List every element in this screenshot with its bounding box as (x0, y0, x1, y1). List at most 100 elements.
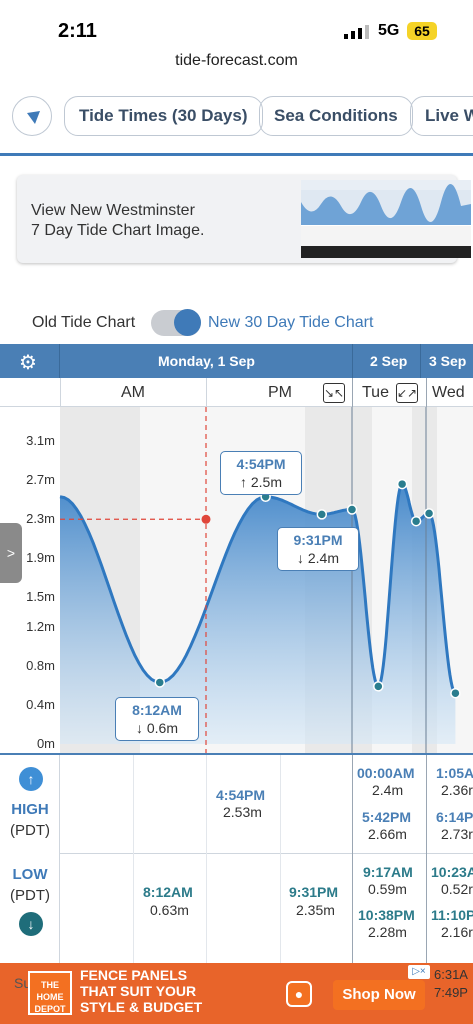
high-label-box: 4:54PM ↑ 2.5m (220, 451, 302, 495)
side-expand-tab[interactable]: > (0, 523, 22, 583)
chart-header (0, 344, 473, 378)
low-label: LOW (12, 866, 48, 883)
divider (426, 755, 427, 963)
expand-button[interactable]: ↙↗ (396, 383, 418, 403)
chart-image-line1: View New Westminster (31, 202, 195, 219)
mon-low-height-1: 0.63m (150, 902, 189, 918)
location-button[interactable] (12, 96, 52, 136)
day-header-tue: 2 Sep (370, 353, 408, 369)
ad-underlay-r1: 6:31A (434, 967, 468, 982)
divider (352, 378, 353, 407)
wed-low-height-2: 2.16r (441, 924, 473, 940)
y-tick-label: 2.3m (26, 511, 55, 527)
settings-cell[interactable]: ⚙ (0, 344, 60, 378)
tue-high-time-2: 5:42PM (362, 809, 412, 825)
divider (206, 755, 207, 963)
divider (352, 755, 353, 963)
up-arrow-icon: ↑ (239, 474, 247, 490)
nav-row: Tide Times (30 Days) Sea Conditions Live… (0, 82, 473, 156)
ad-line1: FENCE PANELS (80, 967, 188, 983)
new-chart-label[interactable]: New 30 Day Tide Chart (208, 314, 374, 331)
wed-high-time-2: 6:14P (436, 809, 473, 825)
wed-low-time-2: 11:10P (431, 907, 473, 923)
wed-low-time-1: 10:23A (431, 864, 473, 880)
tide-table (0, 753, 473, 963)
pm-label: PM (268, 384, 292, 401)
high-tz: (PDT) (10, 822, 50, 839)
divider (133, 755, 134, 963)
tab-live[interactable]: Live W (410, 96, 473, 136)
divider (60, 853, 473, 854)
battery-indicator: 65 (407, 22, 437, 40)
wed-label: Wed (432, 384, 465, 401)
chart-image-line2: 7 Day Tide Chart Image. (31, 222, 205, 239)
wed-low-height-1: 0.52r (441, 881, 473, 897)
y-tick-label: 1.5m (26, 589, 55, 605)
ad-line3: STYLE & BUDGET (80, 999, 203, 1015)
day-header-wed: 3 Sep (429, 353, 467, 369)
label-height: ↑ 2.5m (221, 473, 301, 491)
label-height: ↓ 2.4m (278, 549, 358, 567)
label-time: 9:31PM (293, 532, 343, 548)
signal-icon (344, 25, 369, 39)
y-tick-label: 0.4m (26, 696, 55, 712)
shop-now-button[interactable]: Shop Now (333, 980, 425, 1010)
tue-low-height-1: 0.59m (368, 881, 407, 897)
chevron-right-icon: > (6, 545, 16, 561)
divider (280, 755, 281, 963)
mon-low-time-2: 9:31PM (289, 884, 339, 900)
ad-banner[interactable]: Sun THE HOME DEPOT FENCE PANELS THAT SUI… (0, 963, 473, 1024)
label-time: 8:12AM (132, 702, 182, 718)
tue-low-height-2: 2.28m (368, 924, 407, 940)
compass-icon (27, 111, 40, 124)
y-tick-label: 2.7m (26, 472, 55, 488)
tide-extreme-point (373, 681, 384, 692)
chart-image-text: View New Westminster 7 Day Tide Chart Im… (31, 201, 204, 241)
tue-high-time-1: 00:00AM (357, 765, 415, 781)
mon-high-height: 2.53m (223, 804, 262, 820)
y-tick-label: 1.9m (26, 550, 55, 566)
tide-extreme-point (316, 509, 328, 520)
location-pin-icon[interactable]: ● (286, 981, 312, 1007)
chart-thumbnail (301, 180, 471, 258)
high-label: HIGH (11, 801, 49, 818)
table-labels-column (0, 755, 60, 963)
crosshair-point (201, 514, 211, 524)
url-bar[interactable]: tide-forecast.com (0, 52, 473, 80)
label-height: ↓ 0.6m (116, 719, 198, 737)
wed-high-height-1: 2.36r (441, 782, 473, 798)
tue-high-height-1: 2.4m (372, 782, 404, 798)
ad-underlay-r2: 7:49P (434, 985, 468, 1000)
expand-icon: ↙↗ (397, 386, 418, 400)
y-tick-label: 0.8m (26, 657, 55, 673)
chart-toggle-row: Old Tide Chart New 30 Day Tide Chart (0, 308, 473, 338)
divider (60, 378, 61, 407)
tab-sea-conditions[interactable]: Sea Conditions (259, 96, 413, 136)
chart-toggle-knob[interactable] (174, 309, 201, 336)
old-chart-label[interactable]: Old Tide Chart (32, 314, 136, 331)
low-label-box-1: 8:12AM ↓ 0.6m (115, 697, 199, 741)
clock: 2:11 (58, 20, 97, 42)
chart-image-link[interactable]: View New Westminster 7 Day Tide Chart Im… (17, 175, 471, 263)
gear-icon[interactable]: ⚙ (19, 352, 37, 374)
y-tick-label: 1.2m (26, 618, 55, 634)
ad-copy: FENCE PANELS THAT SUIT YOUR STYLE & BUDG… (80, 967, 202, 1015)
am-label: AM (121, 384, 145, 401)
mon-low-time-1: 8:12AM (143, 884, 193, 900)
tide-extreme-point (423, 508, 435, 519)
url-text: tide-forecast.com (175, 52, 298, 69)
tide-extreme-point (410, 515, 422, 527)
low-tz: (PDT) (10, 887, 50, 904)
tue-low-time-2: 10:38PM (358, 907, 415, 923)
tue-low-time-1: 9:17AM (363, 864, 413, 880)
label-height-value: 2.5m (250, 474, 282, 490)
mon-low-height-2: 2.35m (296, 902, 335, 918)
tab-tide-times[interactable]: Tide Times (30 Days) (64, 96, 263, 136)
divider (352, 344, 353, 378)
tue-label: Tue (362, 384, 389, 401)
ad-line2: THAT SUIT YOUR (80, 983, 197, 999)
tide-extreme-point (396, 478, 408, 490)
ad-choices-icon[interactable]: ▷× (408, 965, 430, 979)
collapse-button[interactable]: ↘↖ (323, 383, 345, 403)
up-arrow-icon: ↑ (19, 767, 43, 791)
